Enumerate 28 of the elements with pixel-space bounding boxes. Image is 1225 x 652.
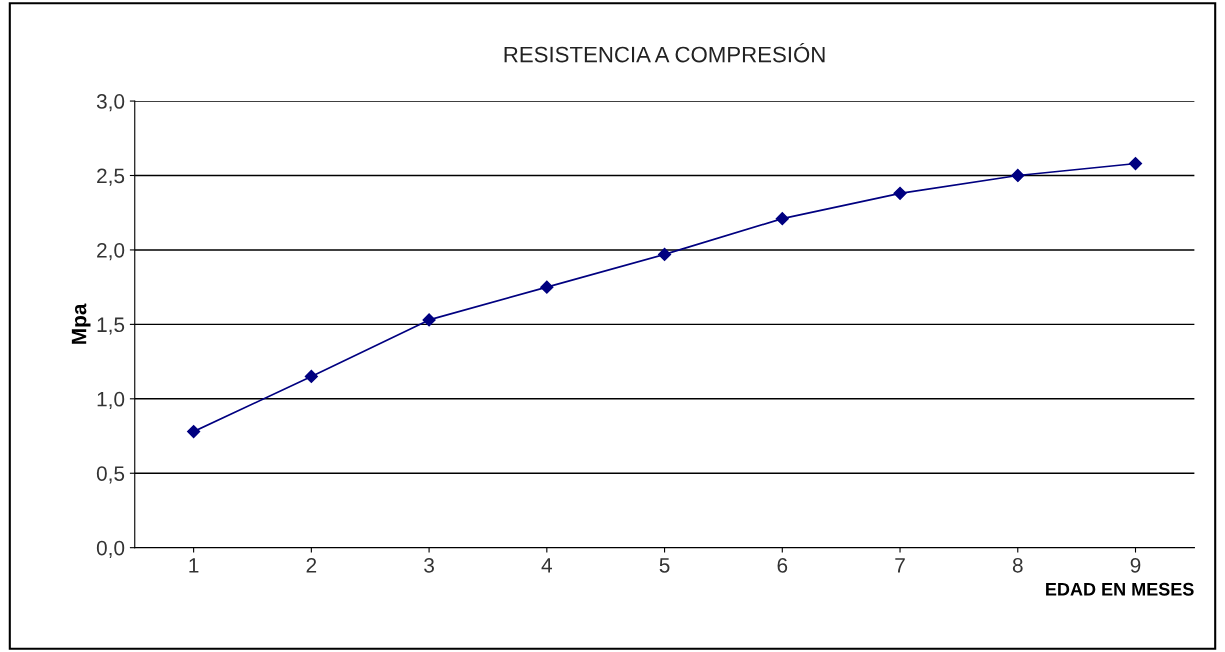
point [187,424,201,439]
point [304,369,318,384]
y-tick-label: 3,0 [96,94,125,112]
chart-title: RESISTENCIA A COMPRESIÓN [504,42,825,63]
x-tick-label: 6 [777,557,788,573]
x-tick-label: 4 [541,558,553,573]
x-tick-label: 2 [306,557,317,573]
point [1011,168,1025,183]
y-tick-label: 1,0 [97,391,125,410]
point [422,313,436,327]
y-tick-label: 0,5 [96,466,125,484]
point [893,186,907,200]
x-tick-label: 8 [1012,557,1023,573]
point [657,247,672,261]
x-tick-label: 9 [1130,557,1141,573]
x-tick-label: 7 [895,558,905,573]
point [1128,156,1143,171]
x-tick-label: 1 [189,558,199,573]
point [775,212,789,226]
y-tick-label: 1,5 [97,317,125,335]
y-tick-label: 0,0 [96,540,125,558]
y-axis-title: Mpa [71,303,91,344]
y-tick-label: 2,5 [97,168,125,186]
x-tick-label: 3 [424,557,434,573]
y-tick-label: 2,0 [97,242,125,261]
x-axis-title: EDAD EN MESES [1046,582,1194,596]
point [540,280,554,294]
x-tick-label: 5 [659,558,670,573]
